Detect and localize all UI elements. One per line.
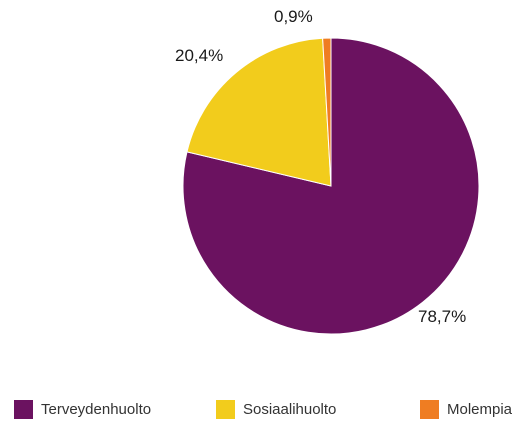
chart-legend: Terveydenhuolto Sosiaalihuolto Molempia [0, 396, 526, 422]
pie-slice-sosiaalihuolto [186, 37, 332, 187]
data-label-terveydenhuolto: 78,7% [418, 307, 466, 326]
legend-swatch-terveydenhuolto [14, 399, 33, 419]
legend-item-sosiaalihuolto: Sosiaalihuolto [216, 396, 336, 422]
legend-label-terveydenhuolto: Terveydenhuolto [41, 400, 152, 418]
pie-slice-molempia [322, 37, 332, 187]
legend-swatch-sosiaalihuolto [216, 399, 235, 419]
legend-label-sosiaalihuolto: Sosiaalihuolto [243, 400, 337, 418]
legend-item-molempia: Molempia [420, 396, 512, 422]
data-label-sosiaalihuolto: 20,4% [175, 46, 223, 65]
legend-item-terveydenhuolto: Terveydenhuolto [14, 396, 151, 422]
legend-label-molempia: Molempia [447, 400, 513, 418]
pie-data-labels: 78,7% 20,4% 0,9% [175, 7, 466, 326]
pie-slices [182, 37, 480, 335]
legend-swatch-molempia [420, 399, 439, 419]
data-label-molempia: 0,9% [274, 7, 313, 26]
